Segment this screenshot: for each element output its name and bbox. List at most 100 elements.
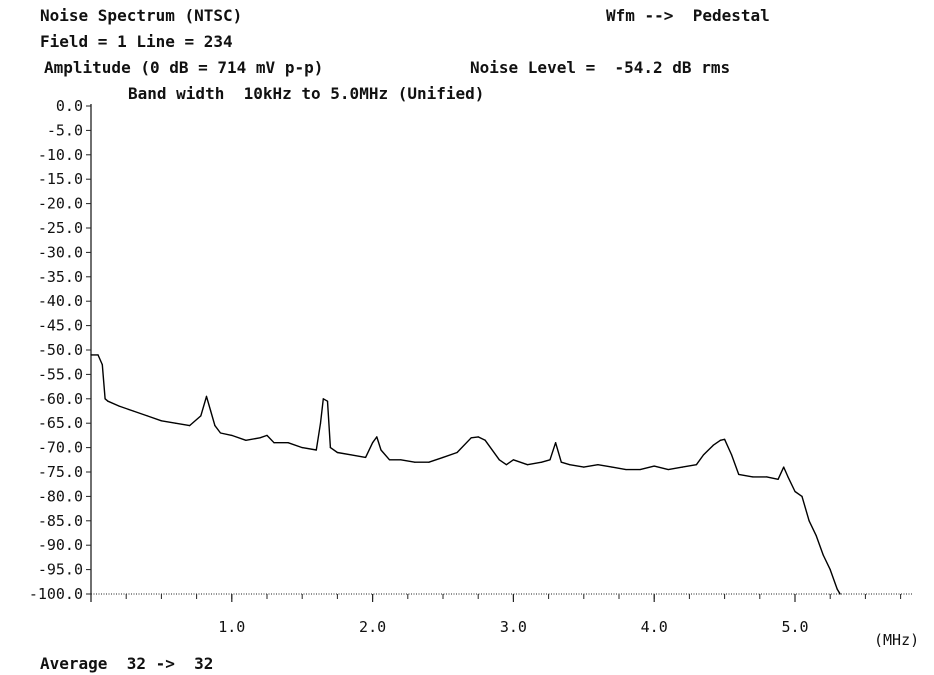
y-tick-label: -20.0 xyxy=(38,195,83,213)
waveform-mode-label: Wfm --> Pedestal xyxy=(606,6,770,25)
data-point xyxy=(808,520,810,522)
data-point xyxy=(712,444,714,446)
average-readout: Average 32 -> 32 xyxy=(40,654,214,673)
y-tick-label: -30.0 xyxy=(38,243,83,261)
data-point xyxy=(555,442,557,444)
data-point xyxy=(477,436,479,438)
data-point xyxy=(107,400,109,402)
y-tick-label: -100.0 xyxy=(29,585,83,603)
data-point xyxy=(498,459,500,461)
data-point xyxy=(319,422,322,424)
data-point xyxy=(336,451,338,454)
data-point xyxy=(695,464,698,466)
data-point xyxy=(787,476,789,478)
data-point xyxy=(287,442,289,444)
chart-title: Noise Spectrum (NTSC) xyxy=(40,6,243,25)
data-point xyxy=(456,451,458,454)
data-point xyxy=(526,464,529,466)
y-tick-label: -5.0 xyxy=(47,121,83,139)
y-tick-label: -65.0 xyxy=(38,414,83,432)
data-point xyxy=(200,415,202,417)
y-axis: 0.0 -5.0 -10.0 -15.0 -20.0 -25.0 -30.0 -35.0 -40… xyxy=(29,97,92,603)
y-tick-label: -85.0 xyxy=(38,512,83,530)
data-point xyxy=(512,459,515,461)
x-tick-label: 1.0 xyxy=(218,618,245,636)
data-point xyxy=(174,422,177,424)
data-point xyxy=(839,593,841,595)
data-point xyxy=(380,449,382,451)
data-point xyxy=(273,442,275,444)
data-point xyxy=(118,405,120,407)
data-point xyxy=(766,476,768,478)
data-point xyxy=(97,354,99,356)
x-tick-label: 2.0 xyxy=(359,618,386,636)
y-tick-label: -15.0 xyxy=(38,170,83,188)
data-point xyxy=(90,354,92,356)
data-point xyxy=(611,466,613,468)
data-point xyxy=(801,495,803,497)
y-tick-label: -35.0 xyxy=(38,268,83,286)
data-point xyxy=(719,439,721,441)
y-tick-label: -50.0 xyxy=(38,341,83,359)
x-axis: 1.0 2.0 3.0 4.0 5.0 xyxy=(125,594,902,636)
y-tick-label: -40.0 xyxy=(38,292,83,310)
data-point xyxy=(132,410,134,412)
data-point xyxy=(569,464,571,466)
data-point xyxy=(372,442,374,444)
data-point xyxy=(777,478,779,480)
data-point xyxy=(667,468,669,471)
data-point xyxy=(549,459,551,461)
data-point xyxy=(231,434,233,436)
field-line-label: Field = 1 Line = 234 xyxy=(40,32,233,51)
data-point xyxy=(653,465,655,467)
amplitude-reference-label: Amplitude (0 dB = 714 mV p-p) xyxy=(44,58,324,77)
y-tick-label: -10.0 xyxy=(38,146,83,164)
data-point xyxy=(442,456,444,458)
data-point xyxy=(783,466,785,468)
y-tick-label: 0.0 xyxy=(56,97,83,115)
data-point xyxy=(364,456,367,458)
y-tick-label: -60.0 xyxy=(38,390,83,408)
data-point xyxy=(731,454,733,456)
y-tick-label: -80.0 xyxy=(38,487,83,505)
data-point xyxy=(829,569,831,571)
y-tick-label: -95.0 xyxy=(38,561,83,579)
bandwidth-label: Band width 10kHz to 5.0MHz (Unified) xyxy=(128,84,485,103)
data-point xyxy=(428,461,430,463)
data-point xyxy=(266,434,268,436)
x-tick-label: 5.0 xyxy=(781,618,808,636)
y-tick-label: -75.0 xyxy=(38,463,83,481)
data-point xyxy=(301,447,303,449)
data-point xyxy=(597,464,599,466)
data-point xyxy=(822,554,824,556)
x-tick-label: 4.0 xyxy=(641,618,668,636)
data-point xyxy=(205,395,208,397)
data-point xyxy=(160,420,162,422)
data-point xyxy=(329,447,331,449)
data-point xyxy=(724,438,726,440)
data-point xyxy=(583,466,585,468)
data-point xyxy=(484,439,486,441)
data-point xyxy=(101,364,103,366)
data-point xyxy=(836,588,838,590)
data-point xyxy=(702,454,705,456)
data-point xyxy=(540,461,543,463)
y-tick-label: -55.0 xyxy=(38,365,83,383)
y-tick-label: -25.0 xyxy=(38,219,83,237)
data-point xyxy=(505,464,507,466)
data-point xyxy=(560,461,562,463)
x-tick-label: 3.0 xyxy=(500,618,527,636)
data-point xyxy=(400,459,402,461)
data-point xyxy=(214,425,216,427)
data-point xyxy=(259,437,261,439)
series-group xyxy=(90,354,841,595)
data-point xyxy=(104,398,106,400)
data-point xyxy=(414,461,416,463)
data-point xyxy=(639,468,641,471)
data-point xyxy=(219,432,222,434)
data-point xyxy=(245,439,247,441)
data-point xyxy=(376,436,378,438)
data-point xyxy=(146,415,148,417)
noise-spectrum-trace xyxy=(91,354,841,595)
